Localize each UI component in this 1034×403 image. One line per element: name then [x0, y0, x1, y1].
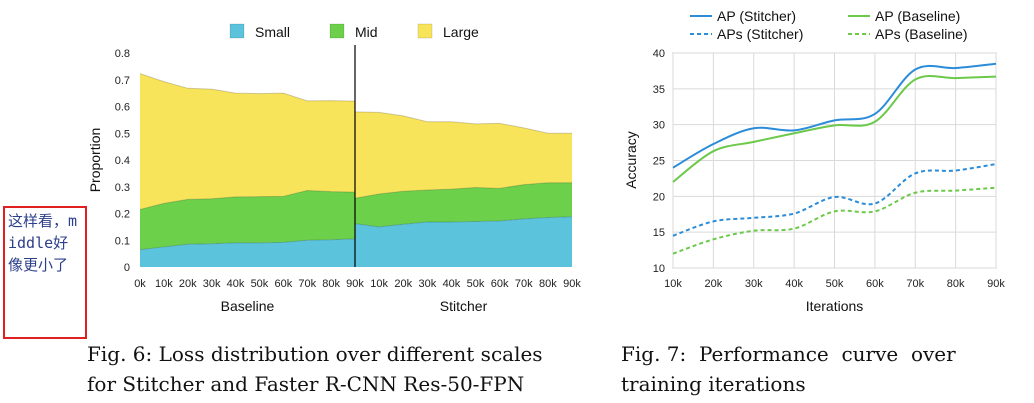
- x-tick-label: 70k: [515, 278, 533, 290]
- y-tick-label: 0.5: [115, 128, 130, 140]
- annotation-note: 这样看，middle好像更小了: [3, 206, 87, 339]
- y-axis-label: Accuracy: [623, 131, 639, 189]
- y-tick-label: 0.1: [115, 235, 130, 247]
- stacked-area-chart: 0k 10k 20k 30k 40k 50k 60k 70k 80k 90k Baseline 10k…: [87, 23, 581, 314]
- legend-swatch-mid: [329, 23, 345, 39]
- x-tick-label: 10k: [664, 278, 682, 290]
- series-line-ap-baseline: [672, 74, 997, 183]
- x-tick-label: 90k: [563, 278, 581, 290]
- x-tick-label: 20k: [394, 278, 412, 290]
- y-tick-label: 0: [124, 262, 130, 274]
- y-tick-label: 0.4: [115, 155, 130, 167]
- x-tick-label: 0k: [134, 278, 146, 290]
- area-large-baseline: [140, 73, 355, 210]
- x-tick-label: 90k: [987, 278, 1005, 290]
- y-tick-label: 0.6: [115, 102, 130, 114]
- y-axis-label: Proportion: [87, 128, 103, 193]
- accuracy-line-chart: 10 15 20 25 30 35 40 10k 20k 30k 40k 50k 60k 70k 80k 90…: [623, 8, 1005, 314]
- x-tick-label: 30k: [745, 278, 763, 290]
- x-tick-label: 80k: [947, 278, 965, 290]
- fig7-caption-line1: Fig. 7: Performance curve over: [621, 342, 956, 366]
- series-line-aps-stitcher: [672, 163, 997, 237]
- y-tick-label: 0.7: [115, 75, 130, 87]
- x-tick-label: 20k: [705, 278, 723, 290]
- y-tick-label: 10: [653, 263, 665, 275]
- fig7-caption: Fig. 7: Performance curve over training …: [621, 339, 956, 399]
- fig6-caption-line1: Fig. 6: Loss distribution over different…: [87, 342, 543, 366]
- x-tick-label: 60k: [491, 278, 509, 290]
- x-tick-label: 80k: [539, 278, 557, 290]
- legend-label: APs (Baseline): [875, 26, 968, 42]
- y-tick-label: 20: [653, 191, 665, 203]
- x-tick-label: 10k: [155, 278, 173, 290]
- legend-swatch-small: [229, 23, 245, 39]
- series-line-aps-baseline: [672, 186, 997, 255]
- legend-swatch-large: [417, 23, 433, 39]
- area-edge-large: [139, 73, 356, 102]
- fig6-caption-line2: for Stitcher and Faster R-CNN Res-50-FPN: [87, 372, 525, 396]
- legend-label-large: Large: [443, 24, 479, 40]
- legend-label: AP (Baseline): [875, 8, 960, 24]
- area-edge-mid: [139, 189, 356, 210]
- x-axis-label: Iterations: [806, 298, 864, 314]
- legend-label-small: Small: [255, 24, 290, 40]
- x-tick-label: 40k: [443, 278, 461, 290]
- area-edge-small: [354, 216, 573, 228]
- y-tick-label: 0.8: [115, 48, 130, 60]
- y-tick-label: 35: [653, 84, 665, 96]
- fig6-caption: Fig. 6: Loss distribution over different…: [87, 339, 543, 399]
- y-tick-label: 0.3: [115, 182, 130, 194]
- area-small-baseline: [140, 238, 355, 267]
- area-edge-small: [139, 238, 356, 251]
- x-tick-label: 50k: [467, 278, 485, 290]
- x-tick-label: 40k: [227, 278, 245, 290]
- y-tick-label: 25: [653, 156, 665, 168]
- y-tick-label: 0.2: [115, 209, 130, 221]
- x-tick-label: 60k: [274, 278, 292, 290]
- x-tick-label: 50k: [251, 278, 269, 290]
- x-tick-label: 20k: [179, 278, 197, 290]
- area-edge-large: [354, 111, 572, 134]
- x-tick-label: 30k: [203, 278, 221, 290]
- series-line-ap-stitcher: [672, 62, 997, 169]
- x-axis-label-baseline: Baseline: [221, 298, 275, 314]
- x-tick-label: 90k: [346, 278, 364, 290]
- area-small-stitcher: [355, 216, 572, 267]
- legend-label: APs (Stitcher): [717, 26, 803, 42]
- area-mid-baseline: [140, 190, 355, 250]
- area-mid-stitcher: [355, 182, 572, 227]
- x-tick-label: 70k: [906, 278, 924, 290]
- x-axis-label-stitcher: Stitcher: [440, 298, 488, 314]
- legend-label-mid: Mid: [355, 24, 378, 40]
- x-tick-label: 50k: [826, 278, 844, 290]
- fig7-caption-line2: training iterations: [621, 372, 806, 396]
- x-tick-label: 40k: [785, 278, 803, 290]
- x-tick-label: 60k: [866, 278, 884, 290]
- area-edge-mid: [354, 182, 572, 199]
- y-tick-label: 15: [653, 227, 665, 239]
- legend-label: AP (Stitcher): [717, 8, 796, 24]
- x-tick-label: 10k: [370, 278, 388, 290]
- x-tick-label: 80k: [322, 278, 340, 290]
- x-tick-label: 30k: [418, 278, 436, 290]
- x-tick-label: 70k: [298, 278, 316, 290]
- y-tick-label: 30: [653, 120, 665, 132]
- y-tick-label: 40: [653, 48, 665, 60]
- area-large-stitcher: [355, 111, 572, 199]
